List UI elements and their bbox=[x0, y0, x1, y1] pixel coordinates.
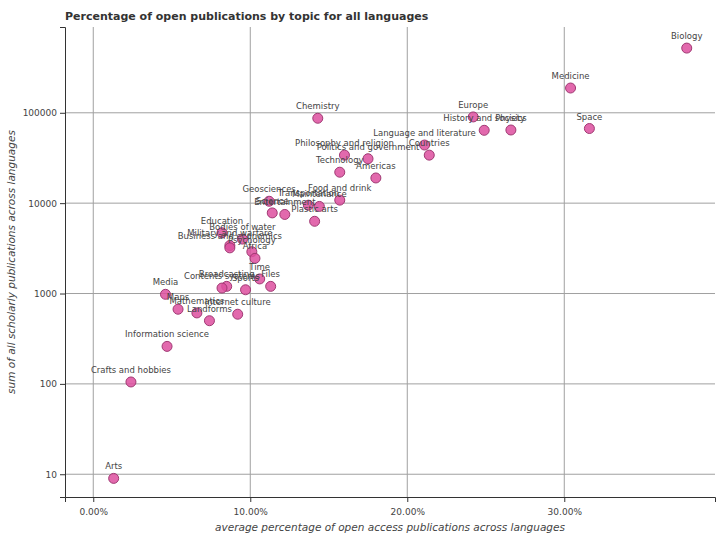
y-tick-label: 10000 bbox=[28, 199, 57, 209]
y-tick-label: 100 bbox=[40, 379, 57, 389]
point-label: Politics and government bbox=[317, 142, 420, 152]
point-label: Media bbox=[153, 277, 179, 287]
x-tick-label: 10.00% bbox=[234, 507, 269, 517]
points bbox=[109, 43, 692, 483]
x-axis: 0.00% 10.00% 20.00% 30.00% bbox=[66, 497, 716, 517]
grid bbox=[65, 27, 715, 497]
point-label: Space bbox=[576, 112, 602, 122]
y-grid-line bbox=[65, 203, 715, 204]
point bbox=[506, 125, 516, 135]
point bbox=[233, 309, 243, 319]
point bbox=[217, 283, 227, 293]
point-label: Language and literature bbox=[373, 128, 476, 138]
y-tick: 10 bbox=[46, 470, 65, 480]
point bbox=[109, 473, 119, 483]
y-tick: 100000 bbox=[23, 108, 65, 118]
x-tick-label: 20.00% bbox=[391, 507, 426, 517]
point-labels: BiologyMedicineSpacePhysicsHistory and s… bbox=[91, 31, 703, 471]
y-tick-label: 100000 bbox=[23, 108, 58, 118]
point-label: Information science bbox=[125, 329, 209, 339]
y-tick-mark bbox=[60, 384, 65, 385]
y-tick-label: 10 bbox=[46, 470, 58, 480]
point bbox=[479, 125, 489, 135]
plot: 0.00% 10.00% 20.00% 30.00% 10 100 1000 10000 100… bbox=[23, 27, 716, 517]
point-label: Biology bbox=[671, 31, 702, 41]
point-label: Medicine bbox=[552, 71, 590, 81]
point-label: Sports bbox=[232, 273, 260, 283]
x-tick-mark bbox=[250, 497, 251, 502]
point bbox=[126, 377, 136, 387]
x-tick: 10.00% bbox=[234, 497, 269, 517]
y-tick-mark bbox=[60, 294, 65, 295]
point bbox=[313, 113, 323, 123]
point bbox=[267, 208, 277, 218]
point bbox=[682, 43, 692, 53]
y-grid-line bbox=[65, 383, 715, 384]
point bbox=[204, 316, 214, 326]
x-axis-line bbox=[66, 498, 716, 503]
y-grid-line bbox=[65, 112, 715, 113]
point bbox=[310, 216, 320, 226]
x-grid-line bbox=[564, 27, 565, 497]
point bbox=[424, 150, 434, 160]
x-tick-label: 0.00% bbox=[79, 507, 108, 517]
point-label: Plastic arts bbox=[291, 204, 338, 214]
point-label: Internet culture bbox=[205, 297, 271, 307]
point-label: Files bbox=[261, 269, 280, 279]
point bbox=[241, 285, 251, 295]
y-axis: 10 100 1000 10000 100000 bbox=[23, 28, 66, 498]
point-label: Africa bbox=[243, 241, 267, 251]
y-axis-line bbox=[60, 28, 66, 498]
x-tick-mark bbox=[407, 497, 408, 502]
x-grid-line bbox=[93, 27, 94, 497]
y-tick-mark bbox=[60, 113, 65, 114]
y-axis-title: sum of all scholarly publications across… bbox=[5, 130, 17, 394]
x-tick-mark bbox=[564, 497, 565, 502]
point bbox=[584, 124, 594, 134]
point-label: Europe bbox=[458, 100, 488, 110]
chart: 0.00% 10.00% 20.00% 30.00% 10 100 1000 10000 100… bbox=[0, 0, 719, 539]
x-tick: 0.00% bbox=[79, 497, 108, 517]
point bbox=[280, 209, 290, 219]
y-grid-line bbox=[65, 474, 715, 475]
x-axis-title: average percentage of open access public… bbox=[215, 521, 565, 533]
y-tick-mark bbox=[60, 203, 65, 204]
point bbox=[266, 281, 276, 291]
y-tick: 1000 bbox=[34, 289, 65, 299]
point-label: Chemistry bbox=[296, 101, 339, 111]
y-tick: 10000 bbox=[28, 199, 65, 209]
point-label: Americas bbox=[356, 161, 396, 171]
x-tick-label: 30.00% bbox=[548, 507, 583, 517]
point bbox=[566, 83, 576, 93]
point bbox=[335, 167, 345, 177]
point bbox=[371, 173, 381, 183]
y-tick: 100 bbox=[40, 379, 65, 389]
y-tick-mark bbox=[60, 474, 65, 475]
x-grid-line bbox=[407, 27, 408, 497]
title: Percentage of open publications by topic… bbox=[65, 10, 429, 23]
point-label: History and society bbox=[443, 113, 525, 123]
x-tick: 20.00% bbox=[391, 497, 426, 517]
point-label: Crafts and hobbies bbox=[91, 365, 172, 375]
x-tick-mark bbox=[93, 497, 94, 502]
point-label: Arts bbox=[105, 461, 123, 471]
x-tick: 30.00% bbox=[548, 497, 583, 517]
y-tick-label: 1000 bbox=[34, 289, 57, 299]
point bbox=[162, 341, 172, 351]
